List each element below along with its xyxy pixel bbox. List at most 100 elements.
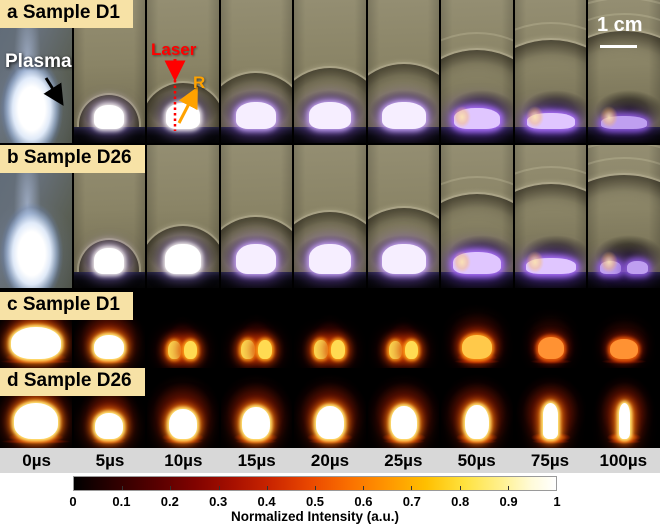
colorbar-tick-label-7: 0.7 — [402, 494, 421, 509]
plasma-blob — [236, 102, 277, 129]
sample-stage — [367, 127, 440, 143]
panel-c-frame-2 — [147, 288, 219, 368]
time-label-5: 25µs — [384, 450, 423, 470]
panel-c-frame-6 — [441, 288, 513, 368]
sample-stage — [294, 272, 366, 288]
time-label-3: 15µs — [237, 450, 276, 470]
plume-core — [13, 403, 58, 439]
panel-d-frame-6 — [441, 368, 513, 448]
time-label-2: 10µs — [164, 450, 203, 470]
sample-stage — [73, 272, 146, 288]
shock-echo — [514, 166, 587, 288]
plasma-blob — [94, 248, 125, 274]
warm-glow — [599, 251, 618, 273]
panel-b-frame-7 — [514, 145, 587, 288]
panel-c-frame-7 — [514, 288, 587, 368]
plasma-blob — [381, 102, 426, 129]
shock-echo — [514, 22, 587, 143]
panel-label-c: c Sample D1 — [0, 292, 133, 320]
colorbar-tick-label-8: 0.8 — [451, 494, 470, 509]
plume-core — [610, 339, 639, 359]
shock-echo — [441, 32, 513, 143]
plume-core — [94, 335, 125, 359]
sample-stage — [441, 272, 513, 288]
colorbar-axis-label: Normalized Intensity (a.u.) — [230, 509, 400, 524]
colorbar-tick-label-10: 1 — [553, 494, 561, 509]
colorbar-tickmark — [122, 486, 124, 490]
panel-c-frame-8 — [588, 288, 660, 368]
sample-stage — [441, 127, 513, 143]
colorbar-tick-label-3: 0.3 — [209, 494, 228, 509]
plume-core — [168, 409, 197, 439]
plume-core — [543, 403, 559, 439]
panel-d-frame-5 — [367, 368, 440, 448]
plume-glow — [382, 316, 425, 368]
sample-stage — [147, 127, 219, 143]
plume-glow — [234, 314, 279, 368]
panel-c-frame-4 — [294, 288, 366, 368]
time-label-6: 50µs — [457, 450, 496, 470]
colorbar-tickmark — [459, 486, 461, 490]
plasma-annotation-label: Plasma — [5, 51, 72, 72]
plume-core — [242, 407, 271, 439]
plume-core — [618, 403, 630, 439]
colorbar-tick-label-5: 0.5 — [305, 494, 325, 509]
panel-a-frame-3 — [220, 0, 293, 143]
sample-stage — [147, 272, 219, 288]
colorbar-tick-label-0: 0 — [69, 494, 77, 509]
panel-b-frame-8 — [588, 145, 660, 288]
plume-core — [168, 341, 182, 359]
panel-b-frame-2 — [147, 145, 219, 288]
panel-c-frame-3 — [220, 288, 293, 368]
plasma-blob — [164, 244, 201, 274]
laser-annotation-label: Laser — [151, 40, 197, 59]
sample-stage — [367, 272, 440, 288]
colorbar-tick-label-6: 0.6 — [354, 494, 373, 509]
panel-b-frame-3 — [220, 145, 293, 288]
colorbar — [73, 476, 557, 491]
colorbar-tickmark — [315, 486, 316, 490]
panel-c-frame-5 — [367, 288, 440, 368]
panel-a-row: a Sample D1 Plasma Laser R 1 cm — [0, 0, 660, 143]
plume-glow — [307, 314, 353, 368]
shock-echo — [441, 176, 513, 288]
panel-a-frame-8 — [588, 0, 660, 143]
colorbar-tickmark — [170, 486, 172, 490]
panel-label-a: a Sample D1 — [0, 0, 133, 28]
panel-label-d: d Sample D26 — [0, 368, 145, 396]
plume-core — [184, 341, 198, 359]
colorbar-tickmark — [218, 486, 220, 490]
scale-bar-label: 1 cm — [597, 14, 643, 36]
plasma-blob — [308, 244, 351, 274]
plume-core — [389, 341, 403, 359]
sample-stage — [514, 127, 587, 143]
panel-d-frame-2 — [147, 368, 219, 448]
plume-core — [95, 413, 124, 439]
plume-core — [465, 405, 490, 439]
warm-glow — [452, 106, 471, 128]
scale-bar — [600, 45, 637, 48]
panel-b-frame-6 — [441, 145, 513, 288]
plasma-blob — [381, 244, 426, 274]
plume-core — [240, 340, 255, 359]
plume-glow — [162, 316, 204, 368]
colorbar-tickmark — [411, 486, 413, 490]
panel-a-frame-6 — [441, 0, 513, 143]
time-label-1: 5µs — [95, 450, 125, 470]
plume-core — [314, 340, 329, 359]
plasma-blob — [165, 103, 200, 129]
panel-label-b: b Sample D26 — [0, 145, 145, 173]
time-label-0: 0µs — [22, 450, 52, 470]
panel-a-frame-4 — [294, 0, 366, 143]
warm-glow — [526, 251, 545, 273]
panel-d-frame-4 — [294, 368, 366, 448]
sample-stage — [73, 127, 146, 143]
shock-radius-annotation-label: R — [193, 73, 206, 92]
plume-core — [10, 327, 61, 359]
panel-d-frame-3 — [220, 368, 293, 448]
colorbar-tick-label-4: 0.4 — [257, 494, 276, 509]
plume-core — [331, 340, 346, 359]
panel-d-row: d Sample D26 — [0, 368, 660, 448]
time-label-8: 100µs — [599, 450, 648, 470]
